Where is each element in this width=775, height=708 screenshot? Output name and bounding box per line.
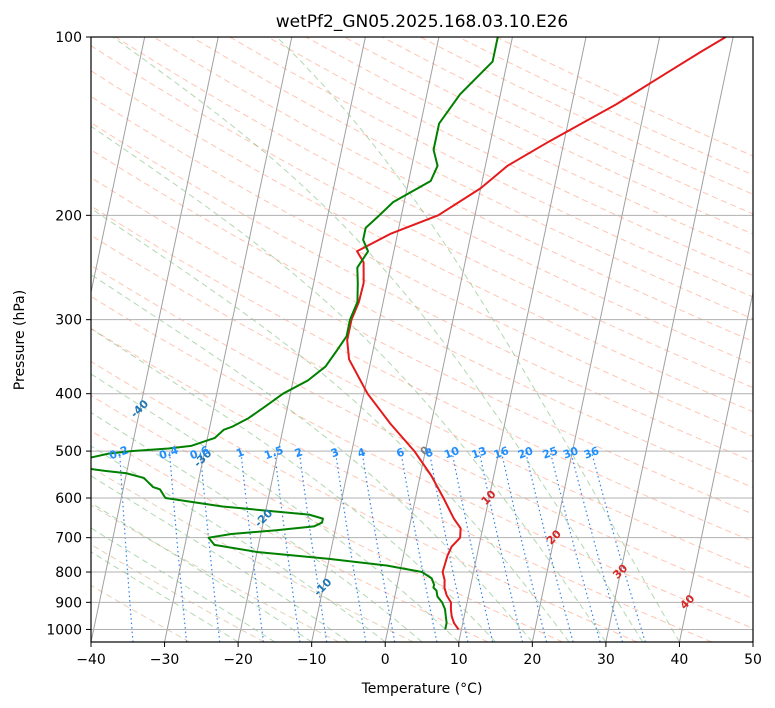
isotherm-line [384, 37, 513, 642]
x-axis: −40 −30 −20 −10 0 10 20 30 40 50 [76, 642, 762, 668]
moist-adiabat [112, 37, 644, 642]
isotherm-line [311, 37, 440, 642]
isotherm-line [91, 37, 146, 295]
mixing-ratio-line [298, 451, 328, 642]
moist-adiabat [91, 207, 570, 642]
dry-adiabat [91, 360, 638, 642]
mixing-ratio-line [400, 450, 438, 642]
dry-adiabat [91, 95, 753, 437]
dry-adiabat [115, 37, 753, 365]
mixing-ratio-label: 1 [234, 445, 246, 460]
mixing-ratio-label: 8 [423, 445, 435, 460]
y-tick-label: 500 [55, 444, 82, 460]
mixing-ratio-label: 4 [356, 445, 368, 460]
x-tick-label: 50 [744, 652, 762, 668]
mixing-ratio-line [168, 451, 188, 642]
x-axis-label: Temperature (°C) [361, 681, 483, 697]
moist-adiabat [91, 373, 460, 642]
mixing-ratio-label: 13 [470, 444, 489, 461]
temperature-profile [346, 37, 727, 631]
y-tick-label: 900 [55, 595, 82, 611]
mixing-ratio-label: 0.6 [188, 443, 211, 462]
mixing-ratio-label: 2 [293, 445, 305, 460]
chart-title: wetPf2_GN05.2025.168.03.10.E26 [276, 12, 568, 32]
mixing-ratio-label: 16 [492, 444, 511, 462]
x-tick-label: 30 [597, 652, 615, 668]
y-tick-label: 100 [55, 30, 82, 46]
dewpoint-profile [91, 37, 499, 630]
mixing-ratio-label: 36 [582, 444, 601, 462]
dry-adiabat [91, 327, 712, 642]
mixing-ratio-label: 10 [442, 444, 461, 462]
isotherm-line [237, 37, 366, 642]
mixing-ratio-label: 0.4 [157, 443, 180, 462]
x-tick-label: −40 [76, 652, 106, 668]
x-tick-label: −10 [297, 652, 327, 668]
y-axis-label: Pressure (hPa) [12, 290, 28, 390]
mixing-ratio-line [118, 451, 134, 642]
y-tick-label: 800 [55, 565, 82, 581]
moist-adiabat [91, 551, 239, 642]
mixing-ratio-label: 0.2 [107, 443, 130, 462]
isotherm-line [91, 37, 219, 642]
mixing-ratio-label: 1.5 [263, 443, 286, 462]
isotherm-line [164, 37, 293, 642]
dry-adiabat [91, 394, 563, 642]
mixing-ratio-line [570, 450, 624, 642]
dry-adiabat [91, 205, 753, 542]
y-tick-label: 300 [55, 313, 82, 329]
x-tick-label: −30 [150, 652, 180, 668]
plot-frame [90, 36, 754, 643]
mixing-ratio-line [334, 451, 367, 642]
x-tick-label: −20 [223, 652, 253, 668]
y-axis: 100 200 300 400 500 600 700 800 900 1000 [46, 30, 91, 638]
moist-adiabat [91, 273, 533, 642]
dry-adiabat [91, 149, 753, 489]
dry-adiabat [91, 584, 190, 642]
x-tick-label: 20 [523, 652, 541, 668]
x-tick-label: 40 [671, 652, 689, 668]
mixing-ratio-label: 6 [395, 445, 407, 460]
isotherm-line [605, 37, 734, 642]
moist-adiabat [91, 475, 349, 642]
x-tick-label: 10 [450, 652, 468, 668]
profiles [91, 37, 727, 631]
mixing-ratio-line [199, 451, 221, 642]
y-tick-label: 400 [55, 387, 82, 403]
y-tick-label: 1000 [46, 622, 82, 638]
mixing-ratio-label: 3 [329, 445, 341, 460]
dry-adiabat [91, 264, 753, 600]
mixing-ratio-label: 30 [561, 444, 580, 462]
isotherm-line [678, 289, 753, 642]
x-tick-label: 0 [381, 652, 390, 668]
dry-adiabat [91, 466, 414, 642]
mixing-ratio-line [273, 451, 301, 642]
dry-adiabat [91, 176, 753, 515]
plot-area: -100-90-80-70-60-50-40-30-20-10010203040… [91, 37, 753, 642]
mixing-ratio-label: 25 [541, 444, 560, 461]
isotherm-line [458, 37, 587, 642]
isotherm-line [531, 37, 661, 642]
dry-adiabat [229, 37, 753, 298]
mixing-ratio-label: 20 [516, 444, 535, 462]
moist-adiabat [91, 328, 496, 642]
dry-adiabat [153, 37, 753, 342]
moist-adiabat [91, 125, 607, 642]
y-tick-label: 600 [55, 491, 82, 507]
mixing-ratio-line [240, 451, 265, 642]
moist-adiabat [91, 411, 423, 642]
y-tick-label: 700 [55, 531, 82, 547]
dry-adiabat [91, 504, 340, 642]
moist-adiabat [91, 527, 276, 642]
y-tick-label: 200 [55, 208, 82, 224]
dry-adiabat [91, 122, 753, 463]
mixing-ratio-line [549, 450, 601, 642]
